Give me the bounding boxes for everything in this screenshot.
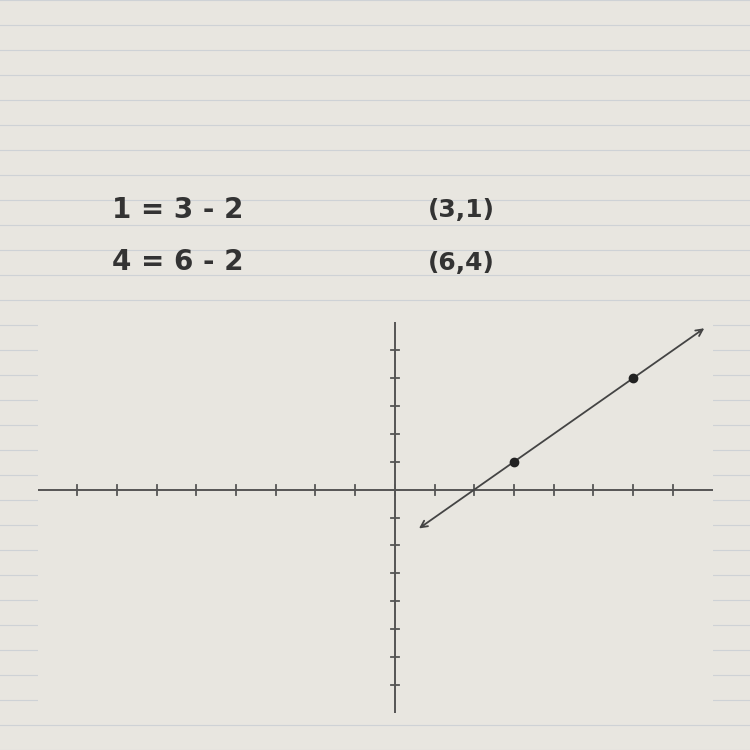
Text: (3,1): (3,1) bbox=[427, 198, 494, 222]
Text: 4 = 6 - 2: 4 = 6 - 2 bbox=[112, 248, 244, 277]
Text: 1 = 3 - 2: 1 = 3 - 2 bbox=[112, 196, 244, 224]
Text: (6,4): (6,4) bbox=[427, 251, 494, 274]
